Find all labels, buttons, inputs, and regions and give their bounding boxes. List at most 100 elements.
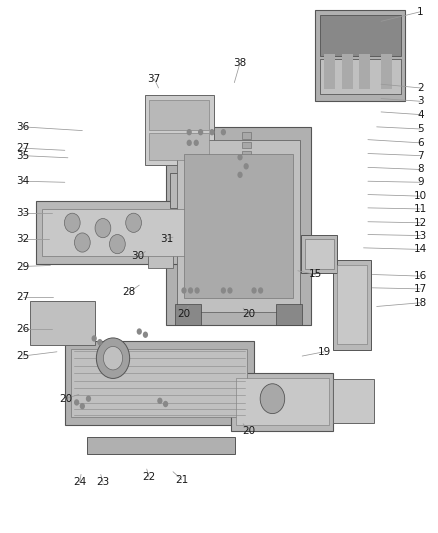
Bar [242,151,251,158]
Text: 20: 20 [242,310,255,319]
Circle shape [237,172,243,178]
Circle shape [143,332,148,338]
Text: 20: 20 [177,310,191,319]
Bar [175,304,201,325]
Text: 35: 35 [16,151,29,160]
Circle shape [103,346,123,370]
Text: 15: 15 [309,270,322,279]
Circle shape [74,399,79,406]
Text: 8: 8 [417,165,424,174]
Circle shape [110,235,125,254]
Text: 36: 36 [16,122,29,132]
Bar [342,54,353,89]
Bar [333,260,371,350]
Bar [149,133,209,160]
Circle shape [74,233,90,252]
Bar [320,59,401,94]
Bar [242,209,251,215]
Text: 31: 31 [160,234,173,244]
Text: 37: 37 [148,74,161,84]
Text: 10: 10 [414,191,427,201]
Circle shape [260,384,285,414]
Text: 26: 26 [16,325,29,334]
Text: 25: 25 [16,351,29,361]
Text: 30: 30 [131,251,145,261]
Text: 3: 3 [417,96,424,106]
Circle shape [251,287,257,294]
Bar [320,15,401,56]
Circle shape [221,287,226,294]
Bar [65,341,254,425]
Text: 16: 16 [414,271,427,281]
Bar [184,154,293,298]
Bar [242,228,251,235]
Bar [149,100,209,130]
Circle shape [209,129,215,135]
Circle shape [227,287,233,294]
Bar [177,140,300,312]
Circle shape [86,395,91,402]
Circle shape [163,401,168,407]
Text: 21: 21 [175,475,188,484]
Text: 20: 20 [59,394,72,403]
Circle shape [221,129,226,135]
Circle shape [198,129,203,135]
Bar [337,265,367,344]
Bar [87,437,235,454]
Bar [242,171,251,177]
Bar [231,373,333,431]
Text: 20: 20 [242,426,255,435]
Text: 29: 29 [16,262,29,271]
Text: 17: 17 [414,284,427,294]
Text: 38: 38 [233,58,247,68]
Circle shape [137,328,142,335]
Text: 1: 1 [417,7,424,17]
Bar [242,190,251,196]
Circle shape [187,129,192,135]
Text: 5: 5 [417,124,424,134]
Circle shape [181,287,187,294]
Text: 34: 34 [16,176,29,186]
Circle shape [64,213,80,232]
Circle shape [80,403,85,409]
Text: 4: 4 [417,110,424,119]
Text: 13: 13 [414,231,427,240]
Circle shape [187,140,192,146]
Bar [242,180,251,187]
Circle shape [95,219,111,238]
Circle shape [188,287,193,294]
Text: 27: 27 [16,293,29,302]
Bar [145,95,214,165]
Bar [242,238,251,244]
Bar [148,240,173,268]
Circle shape [194,287,200,294]
Bar [276,304,302,325]
Text: 27: 27 [16,143,29,153]
Bar [324,54,335,89]
Text: 6: 6 [417,138,424,148]
Bar [71,349,247,417]
Text: 9: 9 [417,177,424,187]
Circle shape [97,339,102,345]
Text: 14: 14 [414,245,427,254]
Bar [36,201,193,264]
Bar [166,127,311,325]
Bar [242,142,251,148]
Text: 11: 11 [414,204,427,214]
Bar [381,54,392,89]
Text: 33: 33 [16,208,29,218]
Text: 18: 18 [414,298,427,308]
Bar [242,199,251,206]
Text: 19: 19 [318,347,331,357]
Text: 23: 23 [96,478,110,487]
Text: 22: 22 [142,472,155,482]
Bar [170,173,187,208]
Circle shape [157,398,162,404]
Bar [236,378,328,425]
Bar [30,301,95,345]
Bar [42,209,186,256]
Bar [301,235,337,273]
Text: 12: 12 [414,218,427,228]
Text: 28: 28 [123,287,136,297]
Text: 7: 7 [417,151,424,160]
